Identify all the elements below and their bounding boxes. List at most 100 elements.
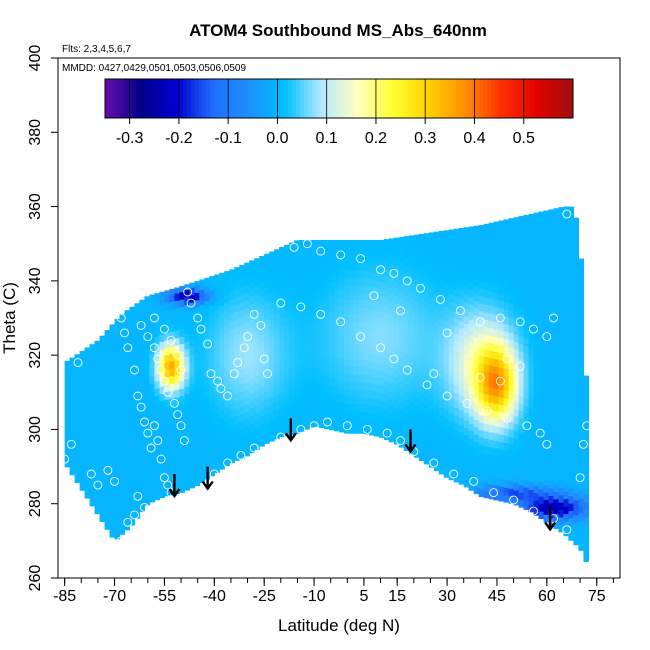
heatmap-cell <box>129 502 136 511</box>
heatmap-cell <box>169 420 175 429</box>
heatmap-cell <box>79 460 86 469</box>
heatmap-cell <box>533 418 540 427</box>
heatmap-cell <box>309 300 315 309</box>
heatmap-cell <box>84 438 91 447</box>
heatmap-cell <box>398 305 405 314</box>
observation-point <box>296 302 306 312</box>
heatmap-cell <box>508 287 515 296</box>
heatmap-cell <box>353 336 360 345</box>
heatmap-cell <box>154 373 161 382</box>
heatmap-cell <box>473 463 480 472</box>
heatmap-cell <box>319 345 325 354</box>
heatmap-cell <box>533 284 540 293</box>
heatmap-cell <box>513 356 520 365</box>
heatmap-cell <box>503 383 510 392</box>
heatmap-cell <box>363 329 370 338</box>
heatmap-cell <box>398 239 405 248</box>
heatmap-cell <box>69 444 76 453</box>
x-axis: -85 -70 -55 -40 -25 -10 5 15 30 45 60 75 <box>53 578 614 605</box>
heatmap-cell <box>209 431 215 440</box>
heatmap-cell <box>129 398 136 407</box>
heatmap-cell <box>229 432 235 441</box>
heatmap-cell <box>373 354 380 363</box>
heatmap-cell <box>139 422 146 431</box>
colorbar-segment <box>272 79 278 118</box>
heatmap-cell <box>423 374 430 383</box>
heatmap-cell <box>538 288 545 297</box>
heatmap-cell <box>423 240 430 249</box>
heatmap-cell <box>159 400 166 409</box>
heatmap-cell <box>398 409 405 418</box>
heatmap-cell <box>224 279 230 288</box>
heatmap-cell <box>573 440 580 449</box>
heatmap-cell <box>398 365 405 374</box>
heatmap-cell <box>114 501 121 510</box>
heatmap-cell <box>84 386 91 395</box>
heatmap-cell <box>89 461 96 470</box>
heatmap-cell <box>269 270 275 279</box>
heatmap-cell <box>358 284 365 293</box>
colorbar-segment <box>300 79 305 118</box>
observation-point <box>396 306 405 316</box>
heatmap-cell <box>518 216 525 218</box>
heatmap-cell <box>373 242 380 251</box>
heatmap-cell <box>119 422 126 431</box>
heatmap-cell <box>314 292 320 301</box>
heatmap-cell <box>269 284 275 293</box>
heatmap-cell <box>583 427 590 436</box>
heatmap-cell <box>229 299 235 308</box>
heatmap-cell <box>348 247 355 256</box>
heatmap-cell <box>164 332 170 341</box>
heatmap-cell <box>548 331 555 340</box>
heatmap-cell <box>264 361 270 370</box>
chart-title: ATOM4 Southbound MS_Abs_640nm <box>189 21 487 40</box>
heatmap-cell <box>423 389 430 398</box>
heatmap-cell <box>418 415 425 424</box>
heatmap-cell <box>363 307 370 316</box>
heatmap-cell <box>324 421 330 430</box>
heatmap-cell <box>179 291 185 300</box>
heatmap-cell <box>219 298 225 307</box>
colorbar-segment <box>565 79 570 118</box>
heatmap-cell <box>573 514 580 523</box>
colorbar-segment <box>502 79 508 118</box>
heatmap-cell <box>488 483 495 492</box>
heatmap-cell <box>169 368 175 377</box>
heatmap-cell <box>378 414 385 423</box>
observation-point <box>296 424 306 434</box>
colorbar-segment <box>183 79 188 118</box>
heatmap-cell <box>493 462 500 471</box>
heatmap-cell <box>189 309 195 318</box>
heatmap-cell <box>279 325 285 334</box>
heatmap-cell <box>533 247 540 256</box>
heatmap-cell <box>274 394 280 403</box>
heatmap-cell <box>219 290 225 299</box>
heatmap-cell <box>104 492 111 501</box>
heatmap-cell <box>488 454 495 463</box>
heatmap-cell <box>189 294 195 303</box>
heatmap-cell <box>159 445 166 454</box>
heatmap-cell <box>583 397 590 406</box>
heatmap-cell <box>433 403 440 412</box>
heatmap-cell <box>99 506 106 515</box>
heatmap-cell <box>563 416 570 425</box>
colorbar-segment <box>436 79 441 118</box>
heatmap-cell <box>64 385 71 394</box>
colorbar-segment <box>264 79 270 118</box>
down-arrow <box>404 429 417 454</box>
heatmap-cell <box>254 389 260 398</box>
heatmap-cell <box>458 469 465 478</box>
heatmap-cell <box>503 398 510 407</box>
heatmap-cell <box>493 239 500 248</box>
heatmap-cell <box>403 264 410 273</box>
heatmap-cell <box>583 501 590 510</box>
heatmap-cell <box>543 336 550 345</box>
heatmap-cell <box>264 339 270 348</box>
heatmap-cell <box>538 273 545 282</box>
heatmap-cell <box>214 420 220 429</box>
heatmap-cell <box>463 263 470 272</box>
heatmap-cell <box>383 298 390 307</box>
heatmap-cell <box>284 346 290 355</box>
heatmap-cell <box>94 461 101 470</box>
heatmap-cell <box>299 282 305 291</box>
